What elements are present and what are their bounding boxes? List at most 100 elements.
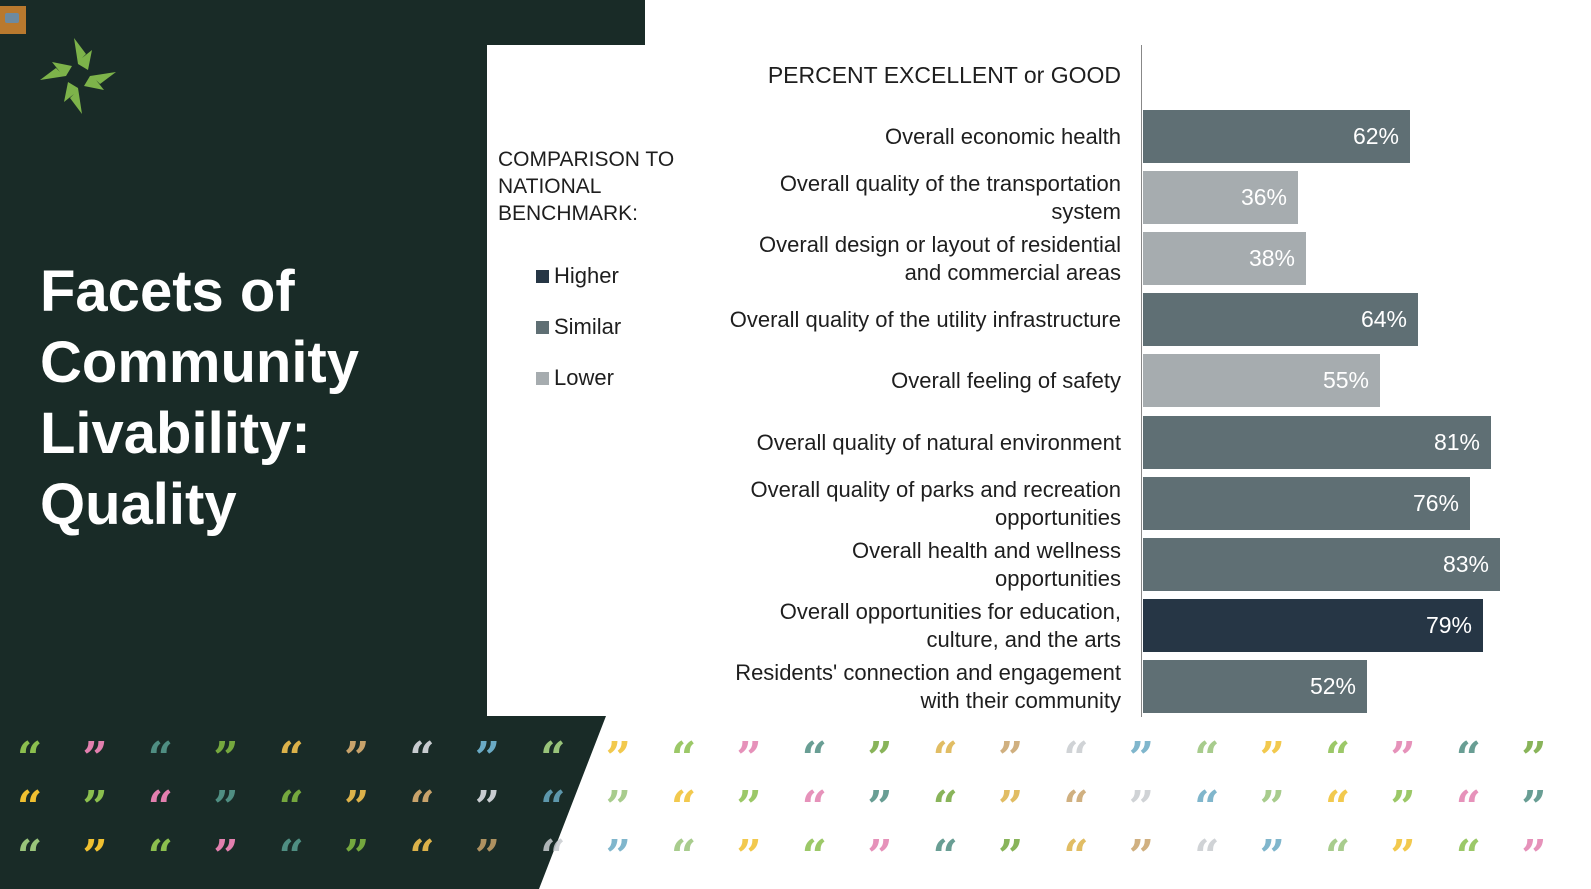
bar: 76% [1143,477,1470,530]
quote-mark-icon: ” [82,782,107,833]
category-label: Residents' connection and engagement with… [640,659,1121,715]
comment-icon[interactable] [0,6,26,34]
quote-mark-icon: ” [213,782,238,833]
bar-value-label: 38% [1248,245,1295,271]
quote-mark-icon: ” [1259,733,1285,784]
legend-swatch-higher [536,269,549,283]
quote-mark-icon: “ [1325,782,1350,833]
quote-mark-icon: “ [932,831,958,882]
bar-value-label: 79% [1425,612,1472,638]
quote-mark-icon: ” [605,733,631,784]
quote-mark-icon: “ [671,733,696,784]
quote-mark-icon: “ [147,782,173,833]
legend-item-higher: Higher [536,262,619,290]
quote-mark-icon: “ [1063,782,1088,833]
quote-mark-icon: ” [1390,733,1415,784]
category-label-line: Overall quality of natural environment [756,430,1121,455]
category-label: Overall opportunities for education, cult… [640,598,1121,654]
quote-mark-icon: “ [540,782,565,833]
quote-mark-icon: ” [213,831,238,882]
quote-mark-icon: ” [736,831,761,882]
quote-mark-icon: “ [1325,831,1350,882]
quote-mark-icon: “ [801,782,827,833]
bar-value-label: 81% [1433,429,1480,455]
quote-mark-icon: ” [82,733,107,784]
category-label-line: culture, and the arts [926,627,1121,652]
bar-value-label: 76% [1412,490,1459,516]
legend-swatch-lower [536,371,549,385]
bar: 55% [1143,354,1380,407]
category-label-line: Overall feeling of safety [891,368,1121,393]
quote-mark-icon: ” [1259,831,1285,882]
category-label: Overall feeling of safety [640,353,1121,409]
bar: 83% [1143,538,1500,591]
logo-icon [38,36,118,116]
quote-mark-icon: “ [409,782,434,833]
quote-mark-icon: ” [344,831,369,882]
quote-mark-icon: ” [998,733,1023,784]
quote-mark-icon: ” [1521,733,1546,784]
category-label-line: Overall economic health [884,124,1121,149]
category-label-line: Overall quality of parks and recreation [750,477,1121,502]
category-label: Overall quality of natural environment [640,415,1121,471]
legend-title: COMPARISON TO NATIONAL BENCHMARK: [498,146,718,227]
bar-value-label: 52% [1309,673,1356,699]
quote-mark-icon: “ [278,831,304,882]
quote-mark-icon: “ [278,782,304,833]
legend-label: Lower [554,365,614,390]
bar-value-label: 55% [1322,367,1369,393]
quote-mark-icon: ” [82,831,107,882]
quote-mark-icon: “ [671,831,696,882]
category-label: Overall health and wellness opportunities [640,537,1121,593]
slide-title-line: Community [40,330,359,395]
quote-mark-icon: “ [671,782,696,833]
category-label-line: Overall design or layout of residential [759,232,1121,257]
quote-mark-icon: “ [1455,831,1481,882]
category-label-line: with their community [920,688,1121,713]
quote-mark-icon: “ [932,782,958,833]
quote-mark-icon: “ [932,733,958,784]
bar-value-label: 64% [1360,306,1407,332]
quote-mark-icon: ” [736,782,761,833]
quote-mark-icon: ” [867,831,892,882]
legend-item-lower: Lower [536,364,614,392]
quote-mark-icon: “ [1063,831,1088,882]
bar: 52% [1143,660,1367,713]
quote-mark-icon: ” [1128,782,1154,833]
quote-mark-icon: “ [1194,831,1219,882]
quote-mark-icon: “ [147,733,173,784]
quote-mark-icon: ” [1390,782,1415,833]
category-label-line: system [1051,199,1121,224]
category-label: Overall quality of the utility infrastru… [640,292,1121,348]
quote-mark-icon: ” [1521,782,1546,833]
category-label-line: and commercial areas [904,260,1121,285]
category-axis-line [1141,45,1142,717]
quote-mark-icon: ” [605,782,631,833]
bar: 38% [1143,232,1306,285]
quote-mark-icon: ” [474,831,500,882]
quote-mark-icon: ” [867,782,892,833]
category-label: Overall economic health [640,109,1121,165]
slide-title-line: Quality [40,472,237,537]
quote-mark-icon: ” [1128,733,1154,784]
quote-mark-icon: ” [344,733,369,784]
quote-mark-icon: “ [801,733,827,784]
legend-title-line: NATIONAL [498,175,602,198]
slide-title-line: Livability: [40,401,311,466]
bar-value-label: 36% [1240,184,1287,210]
quote-mark-icon: ” [213,733,238,784]
quote-mark-icon: “ [278,733,304,784]
bar: 62% [1143,110,1410,163]
quote-mark-icon: “ [1194,782,1219,833]
quote-mark-icon: ” [474,782,500,833]
legend-swatch-similar [536,320,549,334]
quote-mark-icon: “ [1455,733,1481,784]
quote-mark-icon: ” [736,733,761,784]
slide-title-line: Facets of [40,259,295,324]
category-label-line: Overall quality of the transportation [779,171,1121,196]
category-label-line: Overall quality of the utility infrastru… [729,307,1121,332]
chart-title: PERCENT EXCELLENT or GOOD [767,62,1121,88]
category-label-line: opportunities [995,505,1121,530]
quote-mark-icon: “ [1325,733,1350,784]
legend-label: Higher [554,263,619,288]
